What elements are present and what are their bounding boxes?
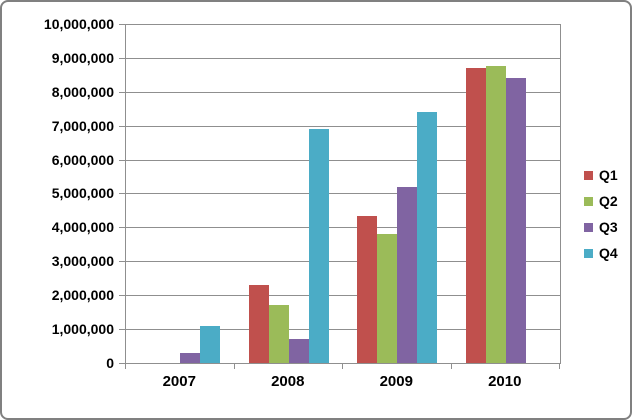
y-gridline <box>126 295 560 296</box>
x-axis-tick <box>125 364 126 369</box>
legend-swatch-q1 <box>584 170 593 180</box>
y-gridline <box>126 24 560 25</box>
legend-item-q1: Q1 <box>584 162 618 188</box>
bar-q4-2008 <box>308 129 329 363</box>
legend-label: Q2 <box>599 193 618 209</box>
plot-area <box>125 24 561 364</box>
legend-label: Q1 <box>599 167 618 183</box>
bar-group-2010 <box>452 24 561 363</box>
bar-q4-2007 <box>200 326 221 363</box>
bar-q2-2009 <box>377 234 398 363</box>
y-axis-tick <box>119 58 125 59</box>
bar-q3-2007 <box>180 353 201 363</box>
x-axis-labels: 2007 2008 2009 2010 <box>125 373 559 390</box>
y-axis-tick <box>119 261 125 262</box>
bar-group-2007 <box>126 24 235 363</box>
y-axis-tick-label: 7,000,000 <box>51 118 114 134</box>
legend-item-q4: Q4 <box>584 240 618 266</box>
x-axis-tick <box>234 364 235 369</box>
y-gridline <box>126 227 560 228</box>
legend-label: Q3 <box>599 219 618 235</box>
y-axis-tick-label: 1,000,000 <box>51 321 114 337</box>
y-axis-tick-label: 0 <box>106 355 114 371</box>
y-gridline <box>126 58 560 59</box>
legend: Q1 Q2 Q3 Q4 <box>584 162 618 266</box>
x-axis-category-label: 2008 <box>271 373 305 390</box>
legend-label: Q4 <box>599 245 618 261</box>
x-axis-tick <box>342 364 343 369</box>
bar-q2-2008 <box>268 305 289 363</box>
y-gridline <box>126 193 560 194</box>
legend-item-q3: Q3 <box>584 214 618 240</box>
y-axis-tick-label: 9,000,000 <box>51 50 114 66</box>
y-axis-tick-label: 8,000,000 <box>51 84 114 100</box>
legend-swatch-q4 <box>584 248 593 258</box>
y-axis-tick <box>119 363 125 364</box>
x-axis-tick <box>451 364 452 369</box>
bar-group-2009 <box>343 24 452 363</box>
y-axis-tick <box>119 329 125 330</box>
legend-item-q2: Q2 <box>584 188 618 214</box>
y-axis-tick-label: 6,000,000 <box>51 152 114 168</box>
y-axis-tick <box>119 126 125 127</box>
bar-q2-2010 <box>485 66 506 363</box>
y-axis-tick <box>119 160 125 161</box>
y-axis-tick <box>119 92 125 93</box>
x-axis-category-label: 2007 <box>162 373 196 390</box>
bar-q3-2009 <box>397 187 418 363</box>
x-axis-category-label: 2009 <box>379 373 413 390</box>
y-gridline <box>126 160 560 161</box>
bar-q1-2010 <box>465 68 486 363</box>
bar-q1-2009 <box>357 216 378 363</box>
y-axis-tick <box>119 295 125 296</box>
bar-q1-2008 <box>248 285 269 363</box>
bar-q3-2008 <box>288 339 309 363</box>
y-gridline <box>126 329 560 330</box>
legend-swatch-q3 <box>584 222 593 232</box>
y-axis-tick <box>119 24 125 25</box>
y-gridline <box>126 92 560 93</box>
y-axis-tick <box>119 193 125 194</box>
legend-swatch-q2 <box>584 196 593 206</box>
y-axis-tick <box>119 227 125 228</box>
bar-q3-2010 <box>505 78 526 363</box>
y-axis-tick-label: 4,000,000 <box>51 219 114 235</box>
y-axis-tick-label: 2,000,000 <box>51 287 114 303</box>
y-gridline <box>126 261 560 262</box>
x-axis-category-label: 2010 <box>488 373 522 390</box>
y-axis-tick-label: 10,000,000 <box>43 16 114 32</box>
y-axis-tick-label: 5,000,000 <box>51 185 114 201</box>
x-axis-tick <box>559 364 560 369</box>
y-axis-tick-label: 3,000,000 <box>51 253 114 269</box>
y-gridline <box>126 126 560 127</box>
bar-group-2008 <box>235 24 344 363</box>
bar-q4-2009 <box>417 112 438 363</box>
